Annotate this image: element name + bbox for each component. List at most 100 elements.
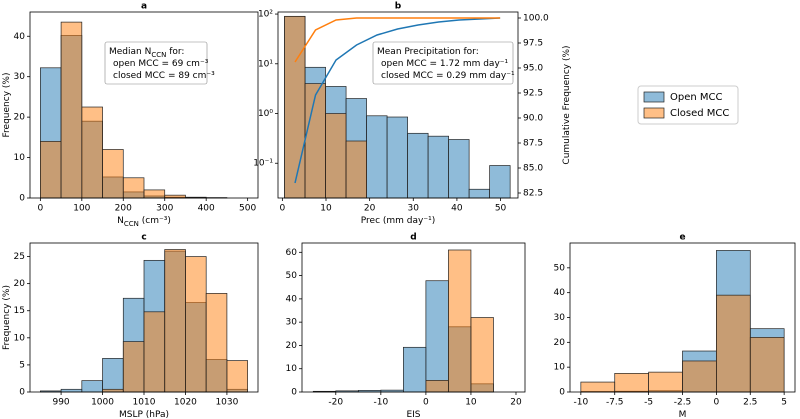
bar [304, 83, 326, 199]
annotation-line-part: Median N [109, 47, 151, 57]
bar [226, 360, 248, 393]
bar [345, 140, 367, 199]
x-axis-label: EIS [406, 410, 420, 419]
bar [386, 116, 408, 199]
y-tick-label: 30 [554, 313, 566, 323]
annotation-line-part: for: [166, 47, 184, 57]
x-tick-label: 400 [198, 204, 215, 214]
bar [122, 177, 145, 199]
bar [749, 337, 785, 393]
bar [648, 371, 683, 393]
y-tick-label: 60 [286, 248, 298, 258]
y-tick-label: 0 [19, 194, 25, 204]
y-tick-label: 50 [286, 271, 298, 281]
y-axis-label-part: Frequency (%) [2, 73, 12, 138]
x-axis-label: MSLP (hPa) [119, 410, 169, 419]
annotation-line: Median NCCN for: [109, 47, 184, 60]
bar [489, 165, 511, 199]
annotation-line: closed MCC = 89 cm⁻³ [113, 71, 215, 81]
y-axis-label: Frequency (%) [2, 73, 12, 138]
bar [102, 388, 124, 393]
panel-title: e [679, 233, 685, 243]
bar [122, 341, 145, 393]
panel-title: a [141, 2, 147, 12]
annotation-line-part: closed MCC = 0.29 mm day⁻¹ [381, 71, 515, 81]
x-axis-label-part: EIS [406, 410, 420, 419]
annotation-line-part: open MCC = 69 cm⁻³ [113, 59, 209, 69]
bar [448, 249, 472, 393]
cumulative-line [294, 17, 501, 184]
y-tick-label: 10 [14, 153, 26, 163]
y-tick-label: 15 [14, 306, 25, 316]
bar [40, 141, 62, 199]
x-axis-label-part: (cm⁻³) [139, 216, 171, 226]
x-tick-label: 1020 [174, 398, 197, 408]
x-axis-label-part: MSLP (hPa) [119, 410, 169, 419]
y2-tick-label: 85.0 [523, 164, 543, 174]
y-tick-label: 10⁻¹ [253, 159, 273, 169]
x-tick-label: 1000 [91, 398, 114, 408]
plot-frame [277, 11, 519, 199]
x-tick-label: 40 [451, 204, 463, 214]
x-tick-label: 5 [781, 398, 787, 408]
annotation-line: Mean Precipitation for: [377, 47, 479, 57]
x-tick-label: -2.5 [674, 398, 692, 408]
y-tick-label: 10¹ [258, 59, 273, 69]
bar [425, 380, 449, 393]
y-tick-label: 10 [554, 363, 566, 373]
y-tick-label: 40 [286, 294, 298, 304]
y2-axis-label-part: Cumulative Frequency (%) [562, 45, 572, 164]
bar [164, 194, 186, 199]
legend-swatch [643, 107, 665, 119]
y-tick-label: 40 [554, 288, 566, 298]
x-tick-label: 20 [364, 204, 376, 214]
y-tick-label: 20 [554, 338, 566, 348]
x-tick-label: -20 [328, 398, 343, 408]
x-axis-label-part: CCN [124, 220, 139, 228]
cumulative-line [294, 17, 501, 63]
x-tick-label: 100 [73, 204, 90, 214]
x-tick-label: 500 [239, 204, 256, 214]
x-tick-label: 10 [465, 398, 477, 408]
y2-tick-label: 87.5 [523, 139, 543, 149]
x-tick-label: 50 [495, 204, 507, 214]
legend-label: Closed MCC [670, 108, 729, 119]
y-tick-label: 0 [19, 388, 25, 398]
bar [407, 132, 429, 199]
bar [366, 115, 388, 199]
y-tick-label: 20 [14, 279, 26, 289]
panel-title: d [410, 233, 416, 243]
x-axis-label-part: N [117, 216, 124, 226]
bar [716, 294, 751, 393]
bar [468, 188, 490, 199]
x-axis-label: M [679, 410, 687, 419]
y2-tick-label: 90.0 [523, 114, 543, 124]
plot-frame [29, 11, 259, 199]
x-tick-label: 990 [52, 398, 69, 408]
annotation-line: open MCC = 69 cm⁻³ [113, 59, 209, 69]
panel-title: b [395, 2, 402, 12]
y2-axis-label: Cumulative Frequency (%) [562, 45, 572, 164]
bar [614, 373, 649, 393]
bar [448, 139, 470, 199]
x-tick-label: 0 [37, 204, 43, 214]
y-axis-label-part: Frequency (%) [2, 285, 12, 350]
y-tick-label: 30 [286, 318, 298, 328]
x-axis-label-part: M [679, 410, 687, 419]
y2-tick-label: 100.0 [523, 14, 549, 24]
bar [102, 358, 124, 393]
annotation-box [372, 41, 514, 85]
x-tick-label: 1010 [133, 398, 156, 408]
bar [580, 381, 616, 393]
x-tick-label: -10 [573, 398, 588, 408]
annotation-line: closed MCC = 0.29 mm day⁻¹ [381, 71, 515, 81]
y2-tick-label: 97.5 [523, 39, 543, 49]
y-tick-label: 50 [554, 263, 566, 273]
y-tick-label: 10 [14, 333, 26, 343]
bar [102, 149, 124, 199]
bar [205, 293, 228, 393]
annotation-line-part: closed MCC = 89 cm⁻³ [113, 71, 215, 81]
y-tick-label: 0 [291, 388, 297, 398]
y-tick-label: 0 [559, 388, 565, 398]
